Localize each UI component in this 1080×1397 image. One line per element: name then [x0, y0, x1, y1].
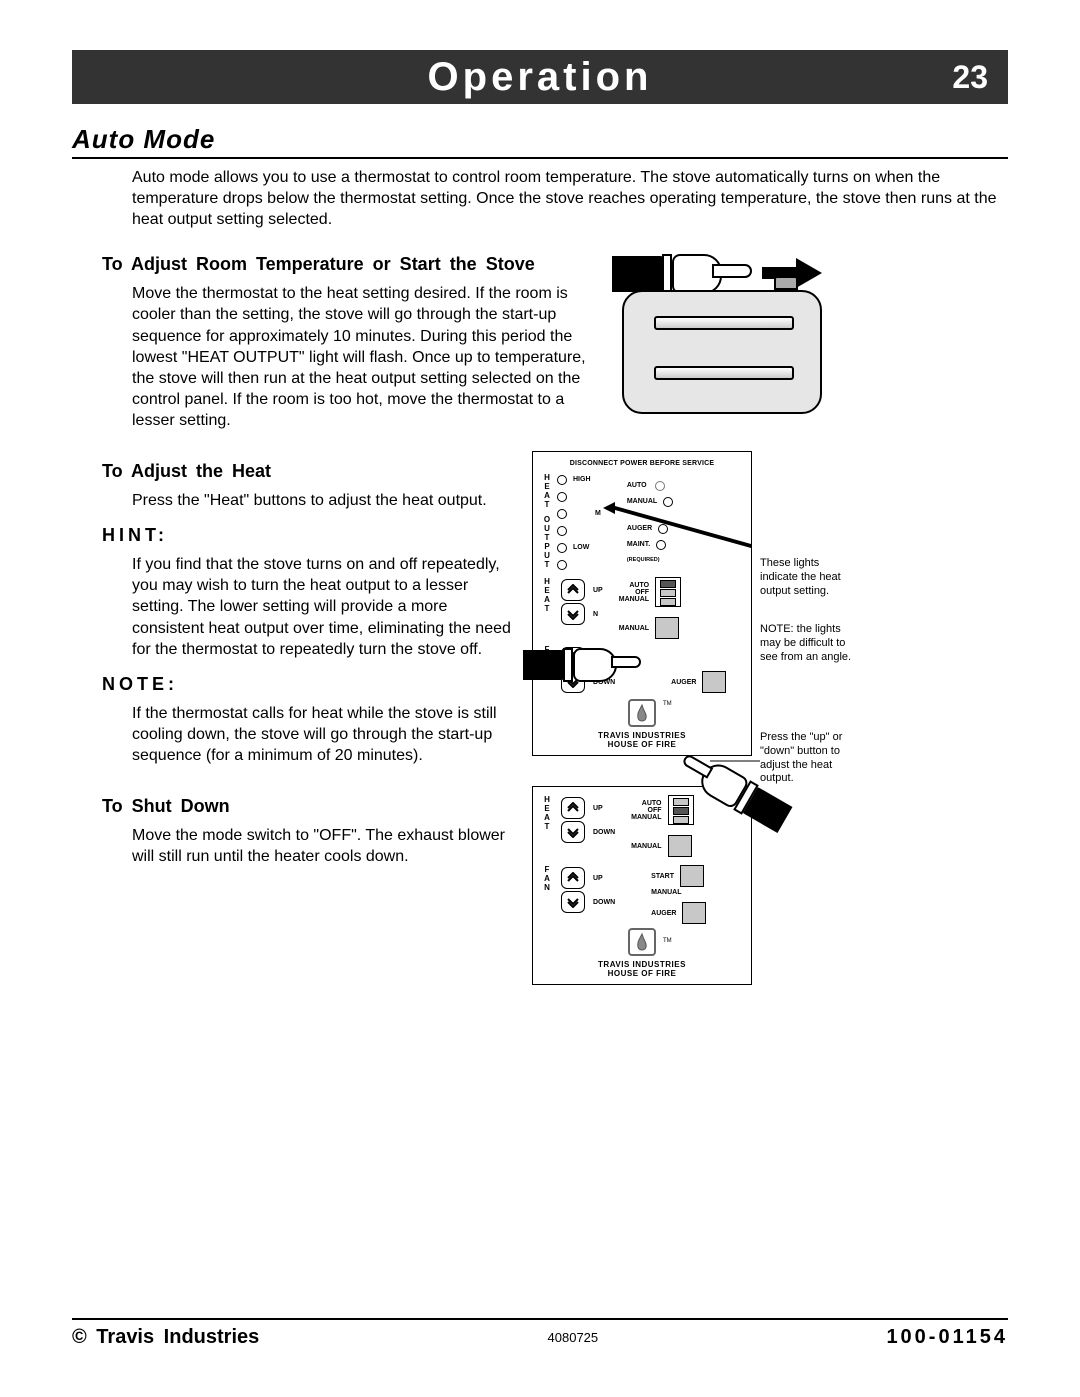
start-button-2[interactable] — [680, 865, 704, 887]
text-shut-down: Move the mode switch to "OFF". The exhau… — [132, 825, 512, 867]
flame-icon — [628, 928, 656, 956]
page-footer: © Travis Industries 4080725 100-01154 — [72, 1318, 1008, 1349]
v-u2: U — [543, 551, 551, 560]
v-t2: T — [543, 533, 551, 542]
callout-arrow-icon — [603, 496, 753, 556]
page-number: 23 — [952, 59, 988, 96]
heat-down-button-2[interactable] — [561, 821, 585, 843]
v-a: A — [543, 491, 551, 500]
led-icon — [557, 509, 567, 519]
callout-lights: These lights indicate the heat output se… — [760, 557, 860, 598]
fan-up-button-2[interactable] — [561, 867, 585, 889]
flame-icon — [628, 699, 656, 727]
page-header: Operation 23 — [72, 50, 1008, 104]
label-required: (REQUIRED) — [627, 557, 660, 563]
control-panel-lower: H E A T UP DOWN — [532, 786, 752, 985]
v-u: U — [543, 524, 551, 533]
manual-start-button-2[interactable] — [668, 835, 692, 857]
section-title: Auto Mode — [72, 124, 1008, 159]
heading-adjust-heat: To Adjust the Heat — [102, 461, 512, 482]
section-intro-text: Auto mode allows you to use a thermostat… — [132, 167, 1008, 230]
v-h: H — [543, 473, 551, 482]
hand-press-icon — [523, 630, 643, 700]
control-panel-full: DISCONNECT POWER BEFORE SERVICE H E A T … — [532, 451, 752, 756]
callout-note: NOTE: the lights may be difficult to see… — [760, 623, 860, 664]
v-t3: T — [543, 560, 551, 569]
v-e: E — [543, 482, 551, 491]
heading-shut-down: To Shut Down — [102, 796, 512, 817]
heading-adjust-temp: To Adjust Room Temperature or Start the … — [102, 254, 592, 275]
label-high: HIGH — [573, 476, 591, 483]
fan-down-button-2[interactable] — [561, 891, 585, 913]
brand-line-1b: TRAVIS INDUSTRIES — [543, 960, 741, 969]
led-icon — [557, 526, 567, 536]
text-adjust-heat: Press the "Heat" buttons to adjust the h… — [132, 490, 512, 511]
mode-switch[interactable] — [655, 577, 681, 607]
brand-line-2b: HOUSE OF FIRE — [543, 969, 741, 978]
text-hint: If you find that the stove turns on and … — [132, 554, 512, 660]
tm-mark: TM — [663, 938, 672, 944]
led-icon — [557, 543, 567, 553]
heat-down-button[interactable] — [561, 603, 585, 625]
heat-up-button-2[interactable] — [561, 797, 585, 819]
led-icon — [557, 492, 567, 502]
footer-docnum: 4080725 — [548, 1330, 599, 1345]
label-up: UP — [593, 587, 603, 594]
page-title: Operation — [428, 55, 653, 100]
label-auto: AUTO — [627, 482, 647, 489]
heading-hint: HINT: — [102, 525, 512, 546]
text-adjust-temp: Move the thermostat to the heat setting … — [132, 283, 592, 431]
thermostat-illustration — [612, 244, 832, 414]
footer-copyright: © Travis Industries — [72, 1326, 259, 1349]
v-o: O — [543, 515, 551, 524]
manual-start-button[interactable] — [655, 617, 679, 639]
heading-note: NOTE: — [102, 674, 512, 695]
auger-button-2[interactable] — [682, 902, 706, 924]
sun-icon — [653, 479, 667, 493]
text-note: If the thermostat calls for heat while t… — [132, 703, 512, 766]
v-t: T — [543, 500, 551, 509]
label-low: LOW — [573, 544, 589, 551]
tm-mark: TM — [663, 701, 672, 707]
led-icon — [557, 475, 567, 485]
heat-up-button[interactable] — [561, 579, 585, 601]
led-icon — [557, 560, 567, 570]
footer-partnum: 100-01154 — [886, 1326, 1008, 1349]
disconnect-label: DISCONNECT POWER BEFORE SERVICE — [543, 460, 741, 467]
v-p: P — [543, 542, 551, 551]
auger-button[interactable] — [702, 671, 726, 693]
